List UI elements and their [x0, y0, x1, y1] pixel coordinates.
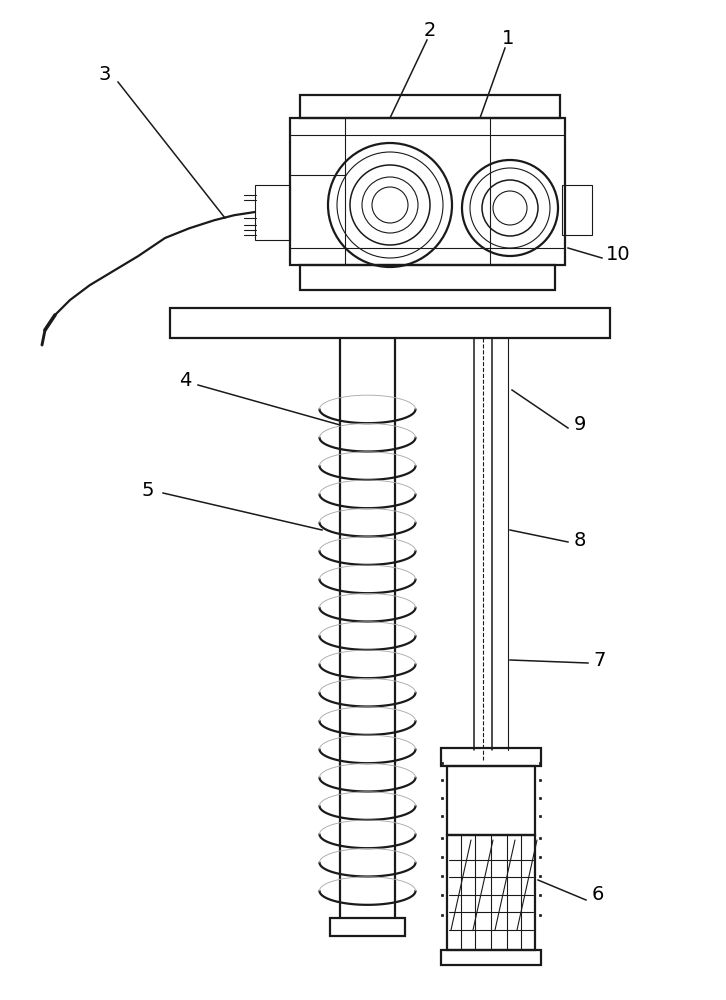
Bar: [290, 118, 565, 265]
Text: 3: 3: [99, 66, 111, 85]
Bar: [441, 748, 541, 766]
Bar: [300, 95, 560, 118]
Text: 5: 5: [142, 481, 154, 499]
Text: 4: 4: [179, 370, 191, 389]
Bar: [447, 766, 535, 835]
Bar: [330, 918, 405, 936]
Text: 7: 7: [594, 650, 606, 670]
Text: 9: 9: [574, 416, 586, 434]
Text: 8: 8: [574, 530, 586, 550]
Bar: [562, 185, 592, 235]
Text: 2: 2: [424, 20, 436, 39]
Bar: [170, 308, 610, 338]
Text: 1: 1: [502, 28, 514, 47]
Bar: [300, 265, 555, 290]
Text: 6: 6: [592, 886, 604, 904]
Text: 10: 10: [605, 245, 630, 264]
Bar: [441, 950, 541, 965]
Bar: [255, 185, 290, 240]
Bar: [447, 835, 535, 950]
